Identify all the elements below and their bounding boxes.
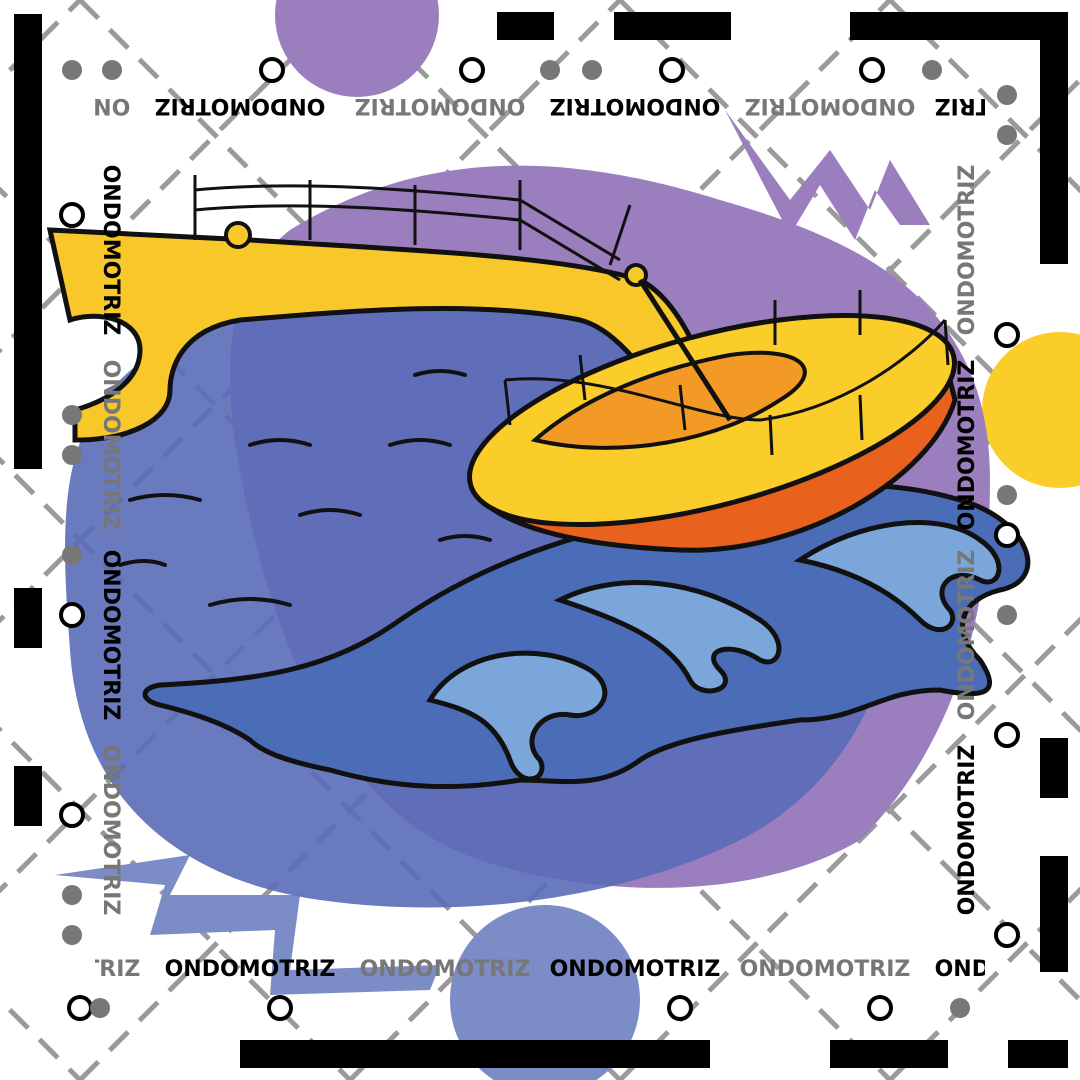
dot [922, 60, 942, 80]
brand-text: ONDOMOTRIZ [955, 550, 980, 721]
brand-texts: ONDOMOTRIZ ONDOMOTRIZ ONDOMOTRIZ ONDOMOTRIZ… [0, 93, 1080, 982]
railing [193, 175, 632, 282]
brand-text: ONDOMOTRIZ [0, 957, 140, 982]
ring [59, 202, 85, 228]
dot [62, 545, 82, 565]
brand-text: ONDOMOTRIZ [550, 93, 721, 118]
brand-text: ONDOMOTRIZ [165, 957, 336, 982]
arm-joint [224, 221, 252, 249]
dot [997, 85, 1017, 105]
brand-text: ONDOMOTRIZ [98, 165, 123, 336]
dot [90, 998, 110, 1018]
dot [62, 885, 82, 905]
brand-text: ONDOMOTRIZ [98, 745, 123, 916]
ring [59, 802, 85, 828]
purple-zigzag [725, 110, 930, 240]
arm-link [637, 278, 733, 422]
brand-text: ONDOMOTRIZ [355, 93, 526, 118]
brand-text: ONDOMOTRIZ [360, 957, 531, 982]
ring [259, 57, 285, 83]
dot [540, 60, 560, 80]
ring [867, 995, 893, 1021]
dots [59, 57, 1020, 1021]
brand-text: ONDOMOTRIZ [955, 165, 980, 336]
ring [659, 57, 685, 83]
ring [994, 922, 1020, 948]
text-column: ONDOMOTRIZ ONDOMOTRIZ ONDOMOTRIZ ONDOMOTRIZ… [98, 165, 980, 916]
wave-crest [793, 520, 1002, 633]
brand-text: ONDOMOTRIZ [155, 93, 326, 118]
ring [994, 722, 1020, 748]
brand-text: ONDOMOTRIZ [98, 360, 123, 531]
ring [667, 995, 693, 1021]
yellow-circle [982, 332, 1080, 488]
brand-text: ONDOMOTRIZ [550, 957, 721, 982]
ring [67, 995, 93, 1021]
dashed-line [618, 0, 1080, 464]
dashed-line [888, 886, 1080, 1080]
dot [997, 125, 1017, 145]
dot [62, 445, 82, 465]
dot [997, 605, 1017, 625]
purple-circle [275, 0, 439, 97]
text-row: ONDOMOTRIZ ONDOMOTRIZ ONDOMOTRIZ ONDOMOTRIZ… [0, 957, 1080, 982]
wave-crest [553, 580, 782, 694]
ring [994, 322, 1020, 348]
ring [267, 995, 293, 1021]
brand-text: ONDOMOTRIZ [955, 745, 980, 916]
brand-text: ONDOMOTRIZ [740, 957, 911, 982]
dot [582, 60, 602, 80]
dot [62, 925, 82, 945]
blue-zigzag [55, 855, 440, 995]
ring [994, 522, 1020, 548]
brand-text: ONDOMOTRIZ [745, 93, 916, 118]
dashed-line [0, 0, 352, 354]
dot [62, 405, 82, 425]
buoy-railing [503, 290, 950, 456]
ring [59, 602, 85, 628]
brand-text: ONDOMOTRIZ [935, 93, 1080, 118]
dot [997, 485, 1017, 505]
dashed-line [888, 0, 1080, 194]
dot [950, 998, 970, 1018]
dot [62, 60, 82, 80]
blue-circle [450, 905, 640, 1080]
brand-text: ONDOMOTRIZ [98, 550, 123, 721]
dot [102, 60, 122, 80]
dashed-line [618, 616, 1080, 1080]
brand-text: ONDOMOTRIZ [935, 957, 1080, 982]
buoy-hatch [530, 350, 807, 450]
ripples [118, 369, 492, 607]
edge-bars [14, 12, 1068, 1068]
text-row: ONDOMOTRIZ ONDOMOTRIZ ONDOMOTRIZ ONDOMOTRIZ… [0, 93, 1080, 118]
brand-text: ONDOMOTRIZ [0, 93, 130, 118]
ring [859, 57, 885, 83]
wave-crest [426, 650, 608, 782]
ring [459, 57, 485, 83]
brand-text: ONDOMOTRIZ [955, 360, 980, 531]
